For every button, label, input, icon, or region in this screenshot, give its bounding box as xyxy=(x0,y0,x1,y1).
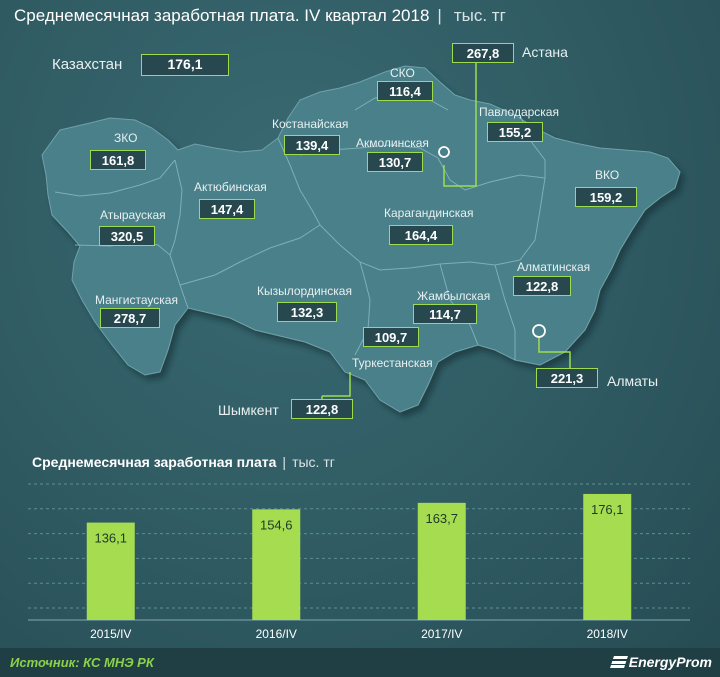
region-label-pavlodar: Павлодарская xyxy=(479,105,559,119)
region-value-shymkent: 122,8 xyxy=(291,399,353,419)
region-label-akmola: Акмолинская xyxy=(356,136,429,150)
region-label-mangystau: Мангистауская xyxy=(95,293,178,307)
title-text: Среднемесячная заработная плата. IV квар… xyxy=(14,6,430,25)
region-value-zko: 161,8 xyxy=(90,150,146,170)
bar-chart-separator: | xyxy=(282,454,287,470)
page-title: Среднемесячная заработная плата. IV квар… xyxy=(14,6,506,26)
region-value-akmola: 130,7 xyxy=(367,152,423,172)
region-label-zko: ЗКО xyxy=(114,131,138,145)
energyprom-logo-icon xyxy=(609,656,628,668)
region-label-aktobe: Актюбинская xyxy=(194,180,267,194)
source-note: Источник: КС МНЭ РК xyxy=(10,655,154,670)
region-value-almaty-region: 122,8 xyxy=(513,276,571,296)
title-separator: | xyxy=(437,6,442,25)
region-value-atyrau: 320,5 xyxy=(99,226,155,246)
bar-value-label-0: 136,1 xyxy=(94,531,127,546)
region-value-turkestan: 109,7 xyxy=(363,327,419,347)
region-label-astana: Астана xyxy=(522,44,568,60)
bar-chart-title-text: Среднемесячная заработная плата xyxy=(32,454,277,470)
region-label-kostanay: Костанайская xyxy=(272,117,349,131)
bar-value-label-3: 176,1 xyxy=(591,502,624,517)
region-value-zhambyl: 114,7 xyxy=(413,304,477,324)
x-tick-label-3: 2018/IV xyxy=(587,627,628,641)
region-value-karaganda: 164,4 xyxy=(389,225,453,245)
region-label-zhambyl: Жамбылская xyxy=(417,289,491,303)
x-tick-label-0: 2015/IV xyxy=(90,627,131,641)
region-label-almaty: Алматы xyxy=(607,373,659,389)
region-value-vko: 159,2 xyxy=(575,187,637,207)
bar-0 xyxy=(86,522,135,620)
astana-marker xyxy=(438,146,450,158)
region-value-astana: 267,8 xyxy=(452,43,514,63)
region-label-turkestan: Туркестанская xyxy=(352,356,433,370)
map-outline xyxy=(41,65,681,413)
bar-chart-title: Среднемесячная заработная плата | тыс. тг xyxy=(32,454,335,470)
bar-value-label-2: 163,7 xyxy=(425,511,458,526)
region-label-vko: ВКО xyxy=(595,168,620,182)
region-label-sko: СКО xyxy=(390,66,415,80)
bar-2 xyxy=(417,502,466,620)
bar-chart: 136,1 2015/IV 154,6 2016/IV 163,7 2017/IV 176,… xyxy=(28,483,690,641)
region-value-sko: 116,4 xyxy=(377,81,433,101)
country-value: 176,1 xyxy=(141,54,229,76)
region-value-kyzylorda: 132,3 xyxy=(277,302,337,322)
region-label-karaganda: Карагандинская xyxy=(384,206,474,220)
bar-1 xyxy=(252,509,301,620)
bar-value-label-1: 154,6 xyxy=(260,517,293,532)
x-tick-label-1: 2016/IV xyxy=(256,627,297,641)
region-value-pavlodar: 155,2 xyxy=(487,122,543,142)
region-value-mangystau: 278,7 xyxy=(100,308,160,328)
x-tick-label-2: 2017/IV xyxy=(421,627,462,641)
brand-logo: EnergyProm xyxy=(609,654,712,670)
region-value-kostanay: 139,4 xyxy=(284,135,340,155)
region-label-almaty-region: Алматинская xyxy=(517,260,591,274)
bar-3 xyxy=(583,493,632,620)
region-value-almaty: 221,3 xyxy=(536,368,598,388)
title-unit: тыс. тг xyxy=(453,6,506,25)
region-label-kyzylorda: Кызылординская xyxy=(257,284,352,298)
region-label-shymkent: Шымкент xyxy=(218,402,279,418)
brand-name: EnergyProm xyxy=(628,654,712,670)
country-label: Казахстан xyxy=(52,56,123,73)
almaty-marker xyxy=(532,324,546,338)
region-label-atyrau: Атырауская xyxy=(100,208,166,222)
region-value-aktobe: 147,4 xyxy=(199,199,255,219)
footer-bar xyxy=(0,648,720,677)
bar-chart-unit: тыс. тг xyxy=(292,454,335,470)
